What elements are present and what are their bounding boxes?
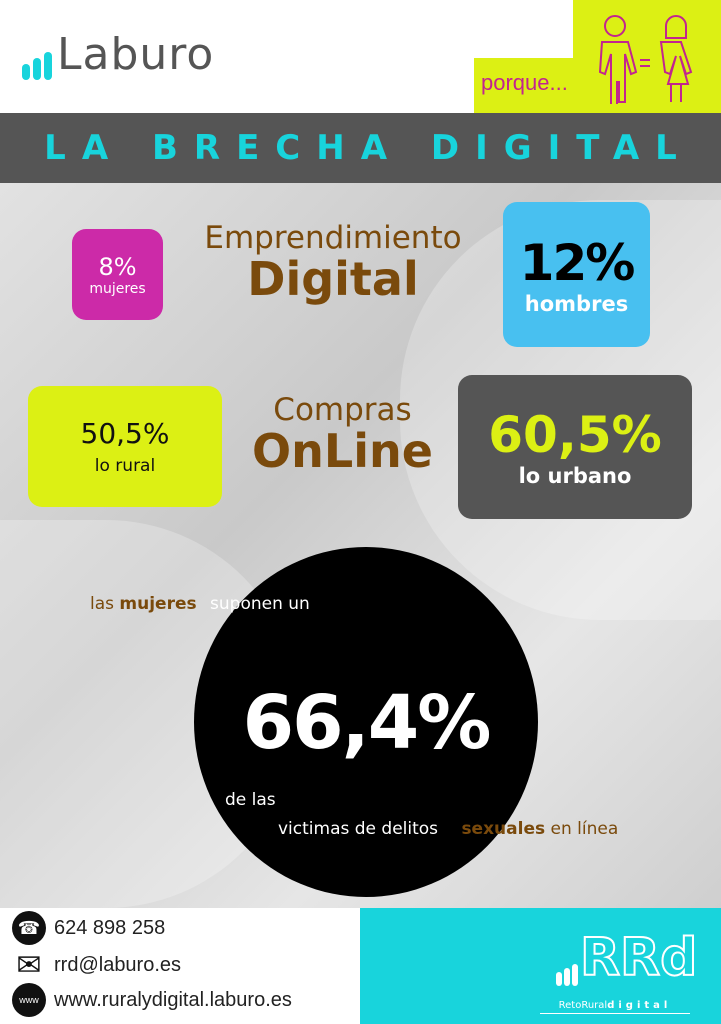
victims-intro: las mujeres suponen un [90, 594, 310, 614]
phone-contact[interactable]: ☎ 624 898 258 [12, 911, 165, 945]
tagline: porque... [481, 70, 568, 95]
compras-heading: Compras [273, 392, 412, 428]
tagline-box-ext [474, 58, 574, 113]
rrd-logo: RRd [556, 928, 698, 988]
web-contact[interactable]: www www.ruralydigital.laburo.es [12, 983, 292, 1017]
intro-text: las [90, 594, 114, 614]
email-address[interactable]: rrd@laburo.es [54, 953, 182, 976]
urban-label: lo urbano [518, 464, 632, 488]
rural-label: lo rural [94, 456, 156, 476]
rrd-sub1: RetoRural [558, 1000, 608, 1011]
rrd-sub2: digital [607, 1000, 672, 1011]
digital-heading: Digital [247, 252, 419, 306]
women-label: mujeres [89, 280, 146, 297]
intro-text-2: suponen un [210, 594, 310, 614]
rrd-logo-text: RRd [579, 928, 698, 988]
logo-text: Laburo [57, 29, 215, 80]
envelope-icon: ✉ [16, 948, 42, 982]
victims-value: 66,4% [242, 680, 492, 766]
online-heading: OnLine [252, 424, 433, 478]
women-value: 8% [98, 252, 137, 281]
email-contact[interactable]: ✉ rrd@laburo.es [12, 948, 181, 982]
victims-post-1: de las [225, 790, 276, 810]
women-entrepreneurship-box: 8% mujeres [72, 229, 163, 320]
urban-value: 60,5% [488, 406, 662, 464]
victims-post-2: victimas de delitos sexuales en línea [278, 819, 618, 839]
post-text: victimas de delitos [278, 819, 439, 839]
rural-box: 50,5% lo rural [28, 386, 222, 507]
rural-value: 50,5% [80, 417, 170, 450]
tagline-box [573, 0, 721, 113]
post-sexuales: sexuales [461, 819, 546, 839]
men-entrepreneurship-box: 12% hombres [503, 202, 650, 347]
title-band [0, 113, 721, 183]
page-title: LA BRECHA DIGITAL [44, 128, 693, 168]
website-url[interactable]: www.ruralydigital.laburo.es [54, 988, 292, 1011]
rrd-subtitle: RetoRuraldigital [540, 1000, 690, 1014]
post-en-linea: en línea [550, 819, 619, 839]
man-equals-woman-icon [598, 15, 693, 104]
intro-mujeres: mujeres [119, 594, 197, 614]
rrd-logo-box [360, 908, 721, 1024]
highlight-circle [194, 547, 538, 897]
men-value: 12% [519, 233, 636, 292]
urban-box: 60,5% lo urbano [458, 375, 692, 519]
phone-icon: ☎ [12, 911, 46, 945]
globe-www-icon: www [12, 983, 46, 1017]
phone-number[interactable]: 624 898 258 [54, 916, 166, 939]
men-label: hombres [524, 291, 629, 316]
laburo-logo: Laburo [22, 30, 214, 80]
emprendimiento-heading: Emprendimiento [204, 220, 462, 256]
